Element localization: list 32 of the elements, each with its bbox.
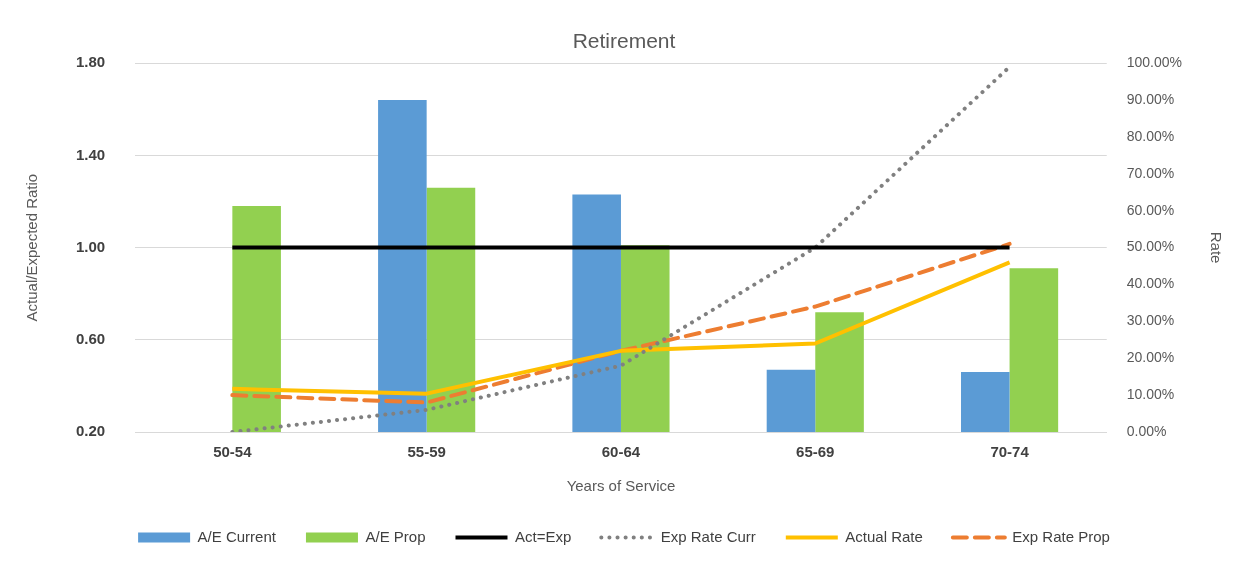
x-tick-label: 65-69 (796, 443, 835, 461)
y2-tick-label: 30.00% (1126, 312, 1175, 329)
legend-label: A/E Current (197, 527, 277, 545)
x-tick-label: 60-64 (601, 443, 641, 461)
y-tick-label: 1.00 (75, 237, 106, 255)
y2-tick-label: 10.00% (1126, 385, 1175, 402)
legend-label: A/E Prop (365, 527, 426, 545)
y2-tick-label: 90.00% (1126, 90, 1175, 107)
legend-label: Exp Rate Curr (660, 527, 756, 545)
y-tick-label: 1.80 (75, 53, 106, 71)
legend-label: Exp Rate Prop (1012, 527, 1110, 545)
x-tick-label: 70-74 (990, 443, 1030, 461)
y2-tick-label: 80.00% (1126, 127, 1175, 144)
y2-tick-label: 70.00% (1126, 164, 1175, 181)
x-tick-label: 55-59 (407, 443, 446, 461)
line-series (230, 241, 1012, 405)
y-axis-title: Actual/Expected Ratio (23, 173, 41, 322)
chart-title: Retirement (572, 29, 676, 53)
legend-label: Act=Exp (514, 527, 572, 545)
y-tick-label: 0.60 (75, 329, 106, 347)
y-tick-label: 0.20 (75, 422, 106, 440)
y2-tick-label: 60.00% (1126, 201, 1175, 218)
y2-axis-title: Rate (1207, 231, 1225, 264)
y2-tick-label: 40.00% (1126, 275, 1175, 292)
x-axis-title: Years of Service (566, 477, 676, 495)
y2-tick-label: 0.00% (1126, 422, 1167, 439)
y2-tick-label: 50.00% (1126, 238, 1175, 255)
y2-tick-label: 100.00% (1126, 54, 1183, 71)
x-tick-label: 50-54 (213, 443, 253, 461)
y2-tick-label: 20.00% (1126, 349, 1175, 366)
y-tick-label: 1.40 (75, 145, 106, 163)
legend-label: Actual Rate (845, 527, 923, 545)
